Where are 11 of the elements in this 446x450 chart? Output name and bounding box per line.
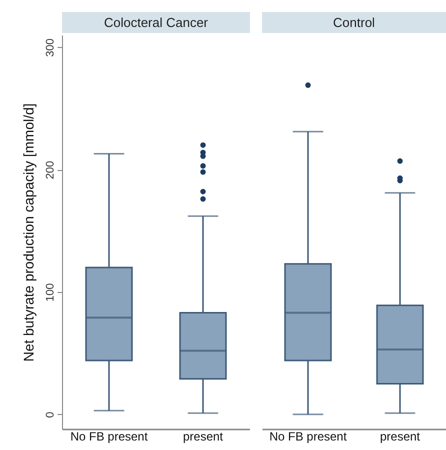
x-tick-label: present	[380, 430, 421, 444]
y-axis-title: Net butyrate production capacity [mmol/d]	[20, 103, 36, 362]
x-tick-label: present	[182, 430, 224, 444]
chart-title: Colocteral Cancer	[62, 12, 250, 33]
y-tick-label: 300	[44, 38, 56, 57]
y-tick-label: 200	[44, 160, 56, 180]
y-tick-label: 0	[44, 412, 56, 418]
x-tick-label: No FB present	[269, 430, 348, 444]
chart-title: Control	[262, 12, 446, 33]
y-tick-label: 100	[44, 283, 56, 302]
x-tick-label: No FB present	[70, 430, 148, 444]
